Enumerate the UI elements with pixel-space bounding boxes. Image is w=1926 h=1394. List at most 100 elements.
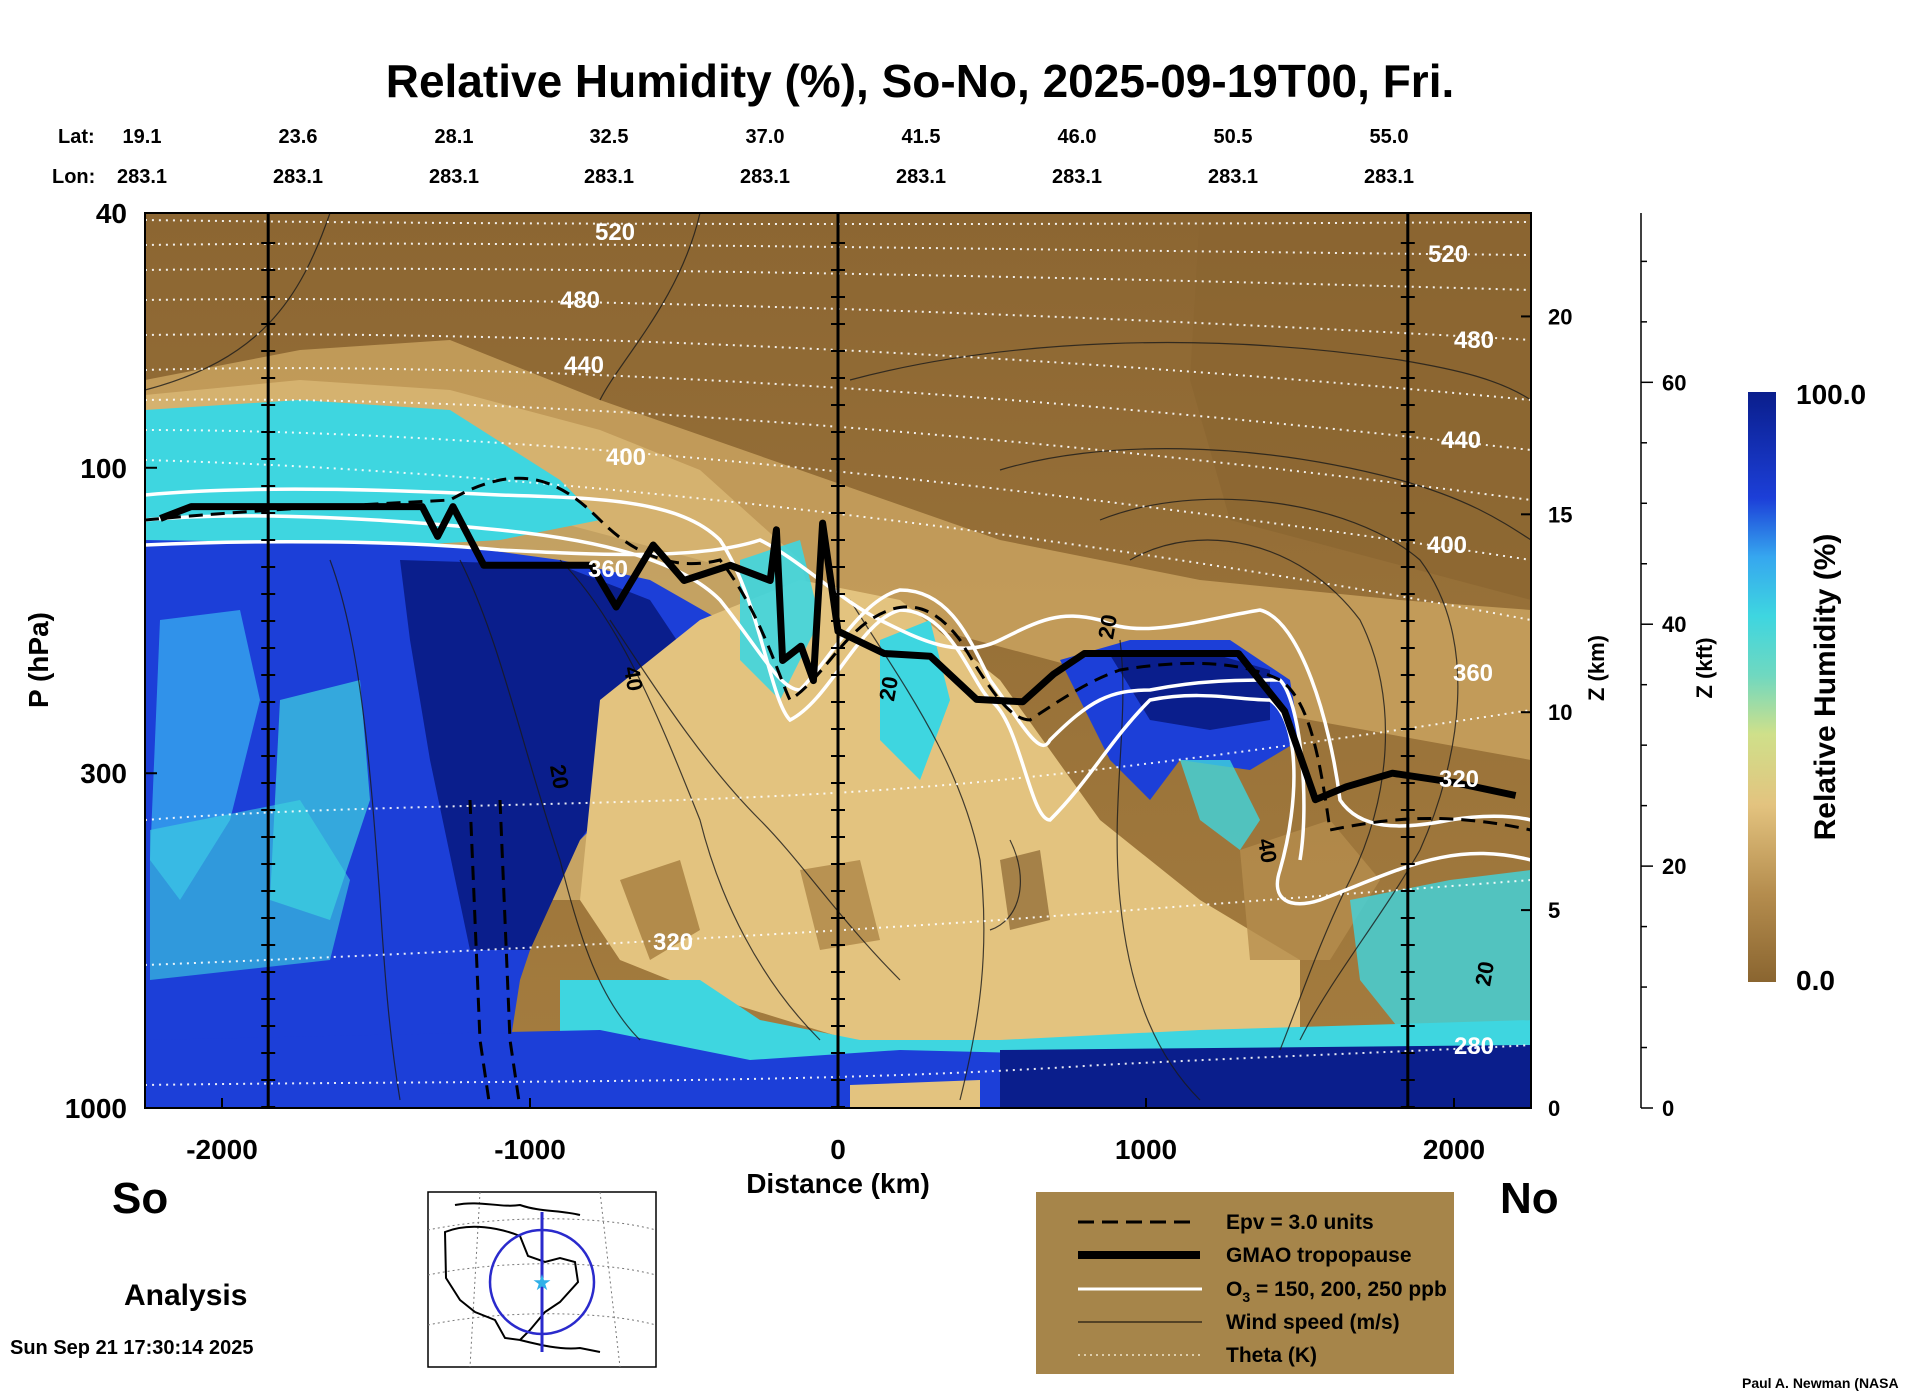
wind-contour (999, 448, 1531, 541)
navy-boundary-east (1000, 1045, 1531, 1108)
cyan-patch-east (1350, 870, 1531, 1030)
ozone-contour-150 (145, 538, 1531, 828)
z-km-tick-label: 20 (1548, 304, 1572, 329)
lat-label: 50.5 (1214, 126, 1253, 148)
wind-contour (559, 559, 821, 1041)
theta-line (145, 298, 1531, 341)
wind-contour (609, 619, 901, 981)
x-axis-label: Distance (km) (746, 1168, 930, 1199)
legend-label-theta: Theta (K) (1226, 1344, 1317, 1367)
theta-label: 400 (1427, 532, 1467, 559)
map-center-star-icon: ★ (532, 1270, 552, 1295)
wind-contour (849, 599, 985, 1101)
cyan-patch-north-1 (1180, 760, 1260, 850)
lon-label: 283.1 (1364, 166, 1414, 188)
theta-label: 400 (606, 444, 646, 471)
theta-labels: 520 480 440 400 360 320 520 480 440 400 360 320 280 (560, 219, 1494, 1060)
brown-patch-2 (800, 860, 880, 950)
lon-label: 283.1 (273, 166, 323, 188)
wind-contour (1099, 498, 1459, 1041)
cyan-layer-south (145, 400, 600, 560)
lat-lon-labels: 19.1 283.1 23.6 283.1 28.1 283.1 32.5 283.1 37.0… (117, 126, 1414, 188)
lon-label: 283.1 (1208, 166, 1258, 188)
theta-label: 280 (1454, 1033, 1494, 1060)
legend-label-wind: Wind speed (m/s) (1226, 1311, 1400, 1334)
lat-label: 46.0 (1058, 126, 1097, 148)
map-graticule (427, 1191, 657, 1368)
x-axis: -2000 -1000 0 1000 2000 (186, 1098, 1485, 1165)
kft-tick-label: 20 (1662, 854, 1686, 879)
map-meridian (469, 1191, 481, 1368)
legend-label-tropopause: GMAO tropopause (1226, 1244, 1412, 1267)
x-tick-label: 1000 (1115, 1134, 1177, 1165)
gmao-tropopause-line (159, 503, 1517, 804)
z-kft-axis: 0 20 40 60 (1640, 213, 1686, 1121)
pressure-axis: 40 100 300 1000 (65, 198, 157, 1124)
cyan-patch-2 (150, 800, 350, 980)
theta-line (145, 333, 1531, 401)
north-america-coastline (443, 1225, 580, 1342)
theta-line (145, 242, 1531, 256)
theta-label: 520 (1428, 241, 1468, 268)
kft-tick-label: 0 (1662, 1096, 1674, 1121)
south-label: So (112, 1174, 168, 1223)
navy-blob-north (1110, 650, 1270, 730)
p-tick-label: 1000 (65, 1093, 127, 1124)
brown-patch-north (1240, 820, 1380, 960)
map-inset: ★ (427, 1191, 657, 1368)
z-km-tick-label: 5 (1548, 898, 1560, 923)
legend-ozone-sub: 3 (1242, 1289, 1250, 1305)
lon-label: 283.1 (429, 166, 479, 188)
kft-tick-label: 60 (1662, 370, 1686, 395)
z-km-axis-label: Z (km) (1584, 635, 1609, 701)
credit: Paul A. Newman (NASA (1742, 1375, 1899, 1391)
wind-label: 40 (1253, 836, 1282, 864)
wind-label: 20 (874, 674, 903, 702)
wind-contour (599, 213, 701, 401)
colorbar (1748, 392, 1776, 982)
lat-label: 23.6 (279, 126, 318, 148)
epv-line (145, 476, 1531, 832)
x-tick-label: 0 (830, 1134, 846, 1165)
epv-line (498, 799, 522, 1108)
theta-label: 320 (653, 929, 693, 956)
ozone-contour-200 (145, 514, 1306, 861)
theta-line (145, 709, 1531, 821)
lat-label: 28.1 (435, 126, 474, 148)
p-tick-label: 100 (80, 453, 127, 484)
north-label: No (1500, 1174, 1559, 1223)
timestamp: Sun Sep 21 17:30:14 2025 (10, 1337, 253, 1359)
wind-label: 20 (1093, 612, 1122, 640)
analysis-label: Analysis (124, 1279, 247, 1312)
lon-label: 283.1 (117, 166, 167, 188)
wind-contour (329, 559, 401, 1101)
theta-label: 480 (560, 287, 600, 314)
brown-patch-3 (1000, 850, 1050, 930)
theta-line (145, 459, 1531, 621)
map-meridian (599, 1191, 621, 1368)
map-latitude (427, 1313, 657, 1326)
wind-label: 40 (619, 664, 648, 692)
z-km-axis: 0 5 10 15 20 (1521, 304, 1572, 1121)
lon-label: 283.1 (740, 166, 790, 188)
map-latitude (427, 1263, 657, 1276)
legend-label-ozone: O3 = 150, 200, 250 ppb (1226, 1278, 1447, 1305)
theta-line (145, 879, 1531, 966)
x-tick-label: -2000 (186, 1134, 258, 1165)
theta-line (145, 429, 1531, 561)
y-axis-label: P (hPa) (23, 612, 54, 708)
canada-coastline (454, 1202, 581, 1216)
lon-label: 283.1 (1052, 166, 1102, 188)
p-tick-label: 300 (80, 758, 127, 789)
humidity-field: 520480440400360320520480440400360320280 … (145, 213, 1531, 1108)
wind-contour (1129, 539, 1386, 1051)
lon-row-label: Lon: (52, 166, 95, 188)
theta-label: 440 (1441, 427, 1481, 454)
lat-label: 55.0 (1370, 126, 1409, 148)
epv-line (468, 799, 492, 1108)
theta-line (145, 219, 1531, 226)
legend-ozone-o: O (1226, 1278, 1242, 1301)
tan-surface-patch (850, 1080, 980, 1108)
colorbar-title: Relative Humidity (%) (1809, 534, 1842, 841)
